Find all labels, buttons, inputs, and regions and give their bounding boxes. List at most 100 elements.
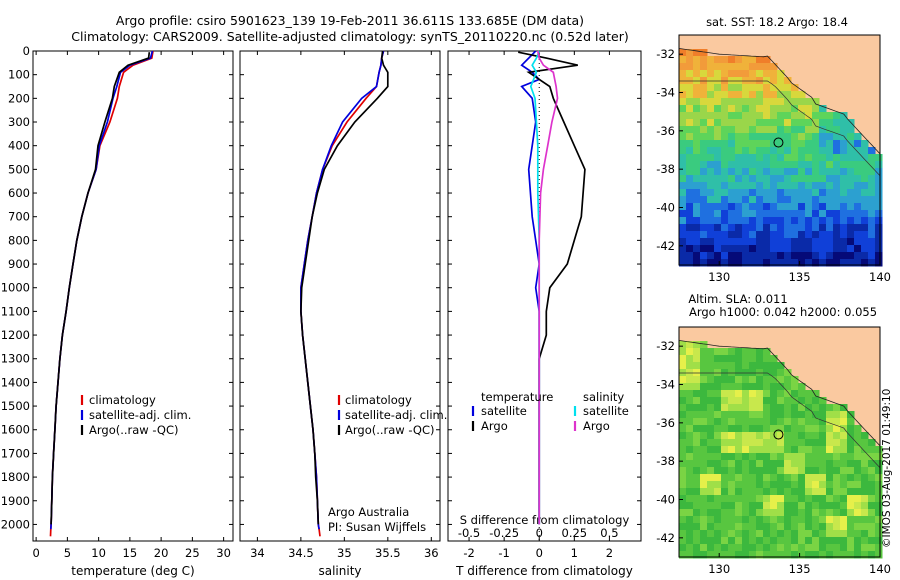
map-frame	[678, 326, 881, 558]
map-cell	[679, 182, 687, 190]
map-cell	[854, 460, 862, 468]
map-cell	[805, 390, 813, 398]
map-cell	[714, 348, 722, 356]
map-cell	[686, 259, 694, 267]
map-cell	[679, 252, 687, 260]
series-line	[50, 52, 151, 525]
map-cell	[735, 175, 743, 183]
map-cell	[763, 112, 771, 120]
map-cell	[854, 509, 862, 517]
map-cell	[791, 488, 799, 496]
map-cell	[679, 348, 687, 356]
x-tick-label: 140	[869, 562, 891, 576]
map-cell	[742, 460, 750, 468]
map-cell	[812, 523, 820, 531]
map-cell	[784, 453, 792, 461]
map-cell	[854, 196, 862, 204]
map-cell	[777, 453, 785, 461]
legend-label: Argo	[481, 419, 508, 433]
map-cell	[847, 210, 855, 218]
map-cell	[763, 383, 771, 391]
map-cell	[770, 383, 778, 391]
map-cell	[693, 161, 701, 169]
y-tick-label: 700	[8, 210, 30, 224]
map-cell	[777, 390, 785, 398]
map-cell	[707, 154, 715, 162]
map-cell	[728, 495, 736, 503]
map-cell	[679, 474, 687, 482]
map-cell	[875, 210, 883, 218]
map-cell	[700, 182, 708, 190]
map-cell	[679, 404, 687, 412]
map-cell	[679, 147, 687, 155]
map-cell	[686, 348, 694, 356]
map-cell	[735, 502, 743, 510]
map-cell	[777, 537, 785, 545]
map-cell	[798, 161, 806, 169]
map-cell	[847, 453, 855, 461]
map-cell	[693, 481, 701, 489]
y-tick-label: 800	[8, 233, 30, 247]
map-cell	[756, 217, 764, 225]
map-cell	[805, 516, 813, 524]
panel-salinity: 34 34.5 35 35.5 36salinityclimatologysatelli…	[239, 50, 447, 578]
map-cell	[868, 182, 876, 190]
map-cell	[721, 383, 729, 391]
map-cell	[679, 509, 687, 517]
annotation-line: Argo Australia	[328, 505, 409, 519]
map-cell	[700, 355, 708, 363]
map-cell	[812, 411, 820, 419]
map-cell	[756, 182, 764, 190]
map-cell	[833, 404, 841, 412]
map-cell	[819, 516, 827, 524]
map-cell	[763, 467, 771, 475]
map-cell	[686, 175, 694, 183]
map-cell	[693, 523, 701, 531]
map-cell	[728, 175, 736, 183]
map-cell	[721, 63, 729, 71]
map-cell	[714, 63, 722, 71]
map-cell	[854, 203, 862, 211]
map-cell	[805, 418, 813, 426]
map-cell	[742, 481, 750, 489]
map-cell	[756, 98, 764, 106]
map-cell	[798, 91, 806, 99]
map-cell	[763, 91, 771, 99]
map-cell	[826, 439, 834, 447]
map-cell	[826, 523, 834, 531]
map-cell	[805, 217, 813, 225]
map-cell	[791, 245, 799, 253]
map-cell	[728, 460, 736, 468]
map-cell	[847, 544, 855, 552]
map-cell	[763, 509, 771, 517]
map-cell	[728, 70, 736, 78]
map-cell	[798, 175, 806, 183]
map-cell	[742, 390, 750, 398]
map-cell	[826, 460, 834, 468]
map-cell	[686, 196, 694, 204]
map-cell	[784, 252, 792, 260]
map-cell	[854, 217, 862, 225]
map-cell	[847, 140, 855, 148]
map-cell	[861, 481, 869, 489]
map-cell	[777, 404, 785, 412]
map-cell	[777, 98, 785, 106]
map-cell	[721, 418, 729, 426]
map-cell	[693, 355, 701, 363]
map-cell	[693, 390, 701, 398]
map-cell	[868, 516, 876, 524]
map-cell	[700, 362, 708, 370]
map-cell	[791, 509, 799, 517]
series-line	[536, 50, 559, 525]
map-cell	[679, 390, 687, 398]
map-cell	[721, 348, 729, 356]
map-cell	[770, 203, 778, 211]
map-cell	[819, 231, 827, 239]
map-cell	[742, 537, 750, 545]
map-cell	[749, 126, 757, 134]
map-cell	[707, 551, 715, 559]
map-cell	[735, 147, 743, 155]
map-cell	[700, 196, 708, 204]
map-cell	[735, 210, 743, 218]
